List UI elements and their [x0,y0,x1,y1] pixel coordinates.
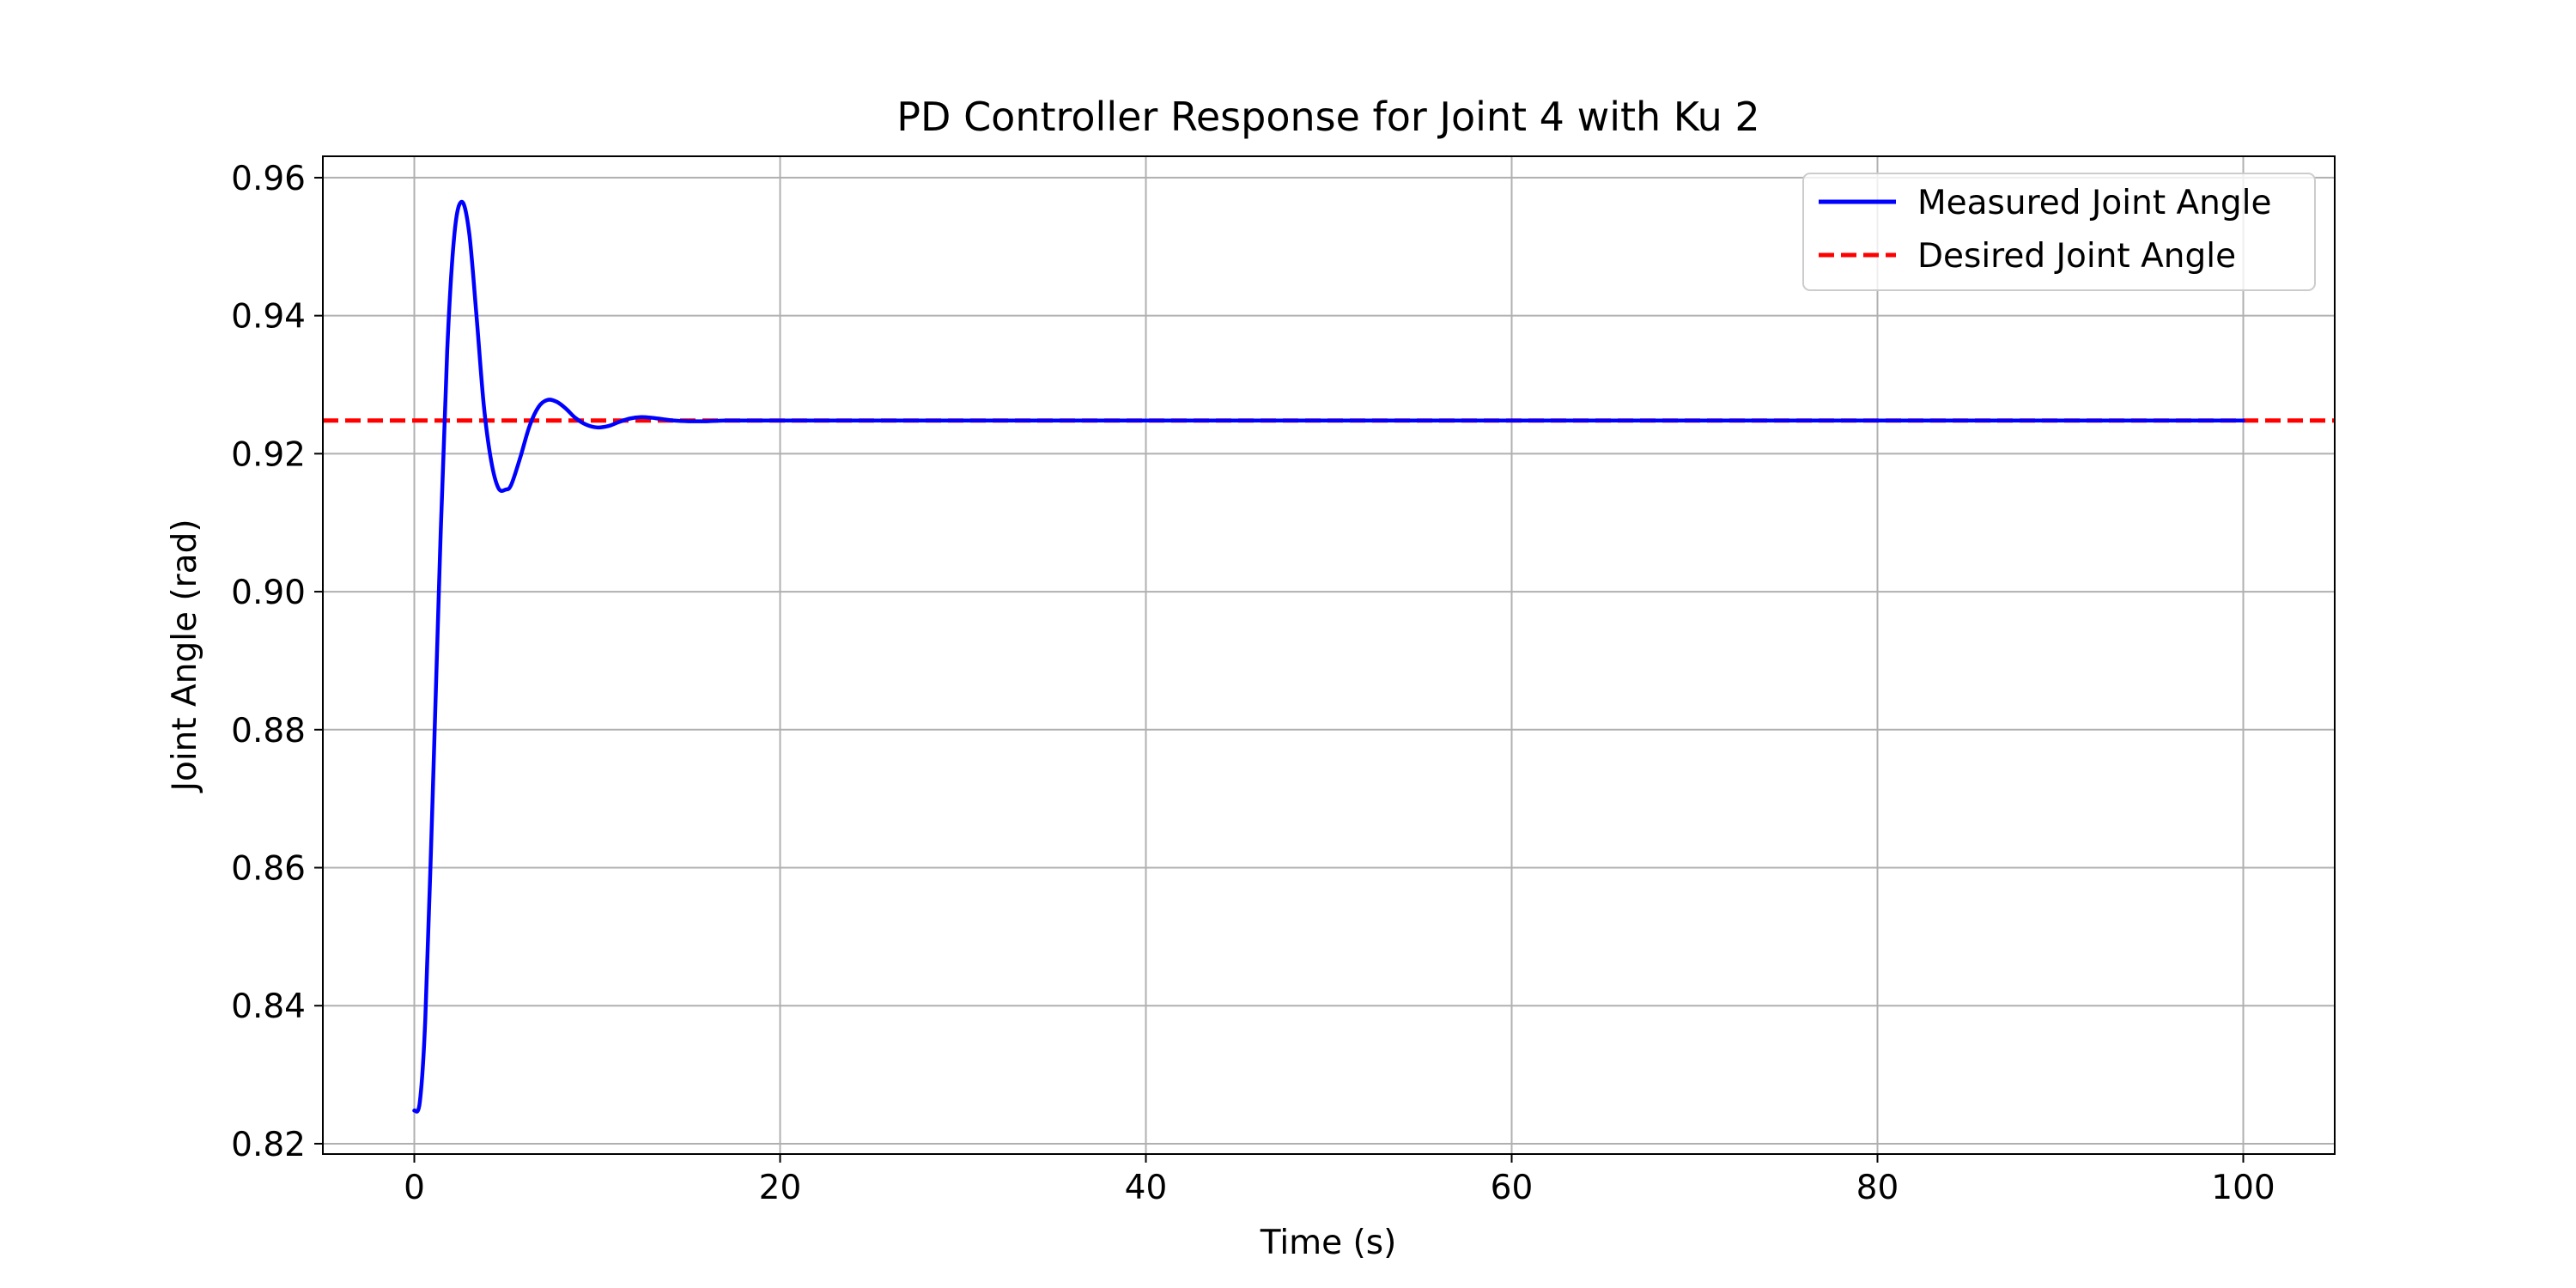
x-tick-label: 60 [1491,1169,1534,1207]
y-tick-label: 0.82 [231,1126,306,1164]
x-tick-label: 20 [759,1169,802,1207]
legend-label-desired: Desired Joint Angle [1917,237,2236,276]
y-axis-label: Joint Angle (rad) [166,519,204,793]
y-tick-label: 0.86 [231,850,306,889]
x-axis-label: Time (s) [1260,1224,1397,1262]
y-tick-label: 0.94 [231,298,306,337]
series-layer [323,199,2335,1114]
x-tick-label: 40 [1125,1169,1168,1207]
plot-frame [322,155,2336,1155]
plot-area [323,156,2335,1154]
y-tick-label: 0.88 [231,712,306,750]
grid [323,156,2335,1154]
ticks: 0 20 40 60 80 100 0.82 0.84 0.86 0.88 0.90 0.92 0.94… [231,160,2275,1207]
chart-title: PD Controller Response for Joint 4 with … [896,94,1759,140]
x-tick-label: 80 [1856,1169,1899,1207]
y-tick-label: 0.96 [231,160,306,198]
x-tick-label: 0 [404,1169,425,1207]
legend: Measured Joint Angle Desired Joint Angle [1802,173,2316,291]
y-tick-label: 0.92 [231,435,306,474]
legend-box [1802,173,2316,291]
x-tick-label: 100 [2211,1169,2275,1207]
legend-label-measured: Measured Joint Angle [1917,184,2272,222]
y-tick-label: 0.90 [231,574,306,612]
series-measured-joint-angle [412,199,2245,1114]
y-tick-label: 0.84 [231,987,306,1026]
